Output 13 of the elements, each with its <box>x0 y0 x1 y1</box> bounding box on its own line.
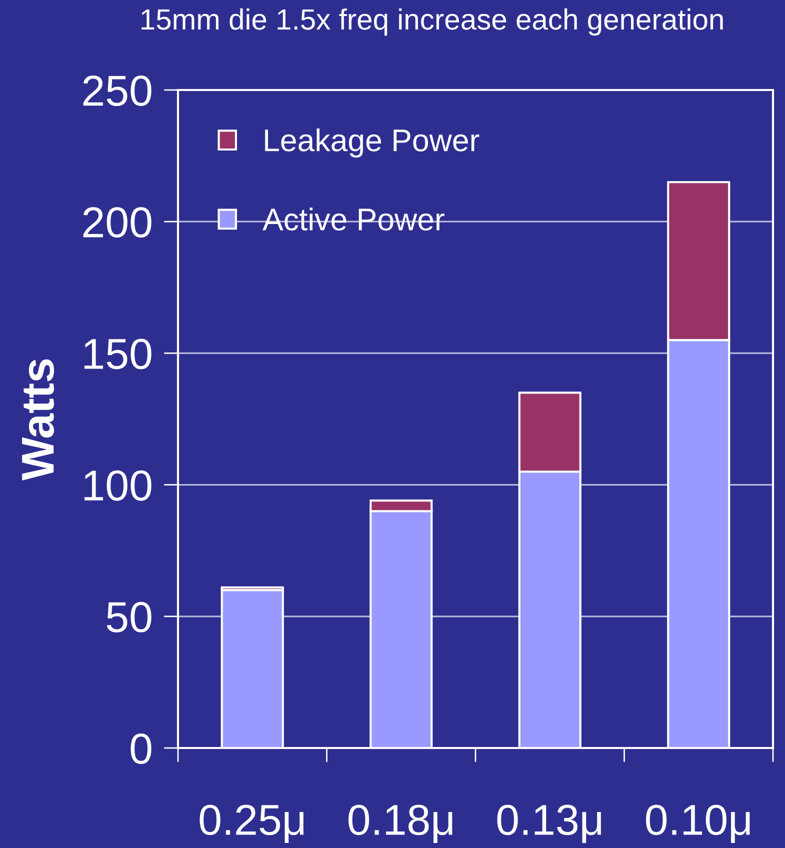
y-axis-title: Watts <box>22 359 54 480</box>
x-tick-label: 0.18μ <box>348 804 452 844</box>
y-tick-label: 50 <box>106 602 152 632</box>
y-tick-label: 250 <box>83 76 152 106</box>
y-tick-label: 0 <box>130 734 152 764</box>
y-tick-label: 100 <box>84 470 152 501</box>
y-tick-label: 200 <box>83 207 152 238</box>
chart-title: 15mm die 1.5x freq increase each generation <box>142 8 723 36</box>
x-tick-label: 0.13μ <box>497 804 602 844</box>
y-tick-label: 150 <box>84 338 152 370</box>
legend-label: Leakage Power <box>265 128 480 158</box>
x-tick-label: 0.10μ <box>646 804 750 844</box>
x-tick-label: 0.25μ <box>200 804 304 844</box>
